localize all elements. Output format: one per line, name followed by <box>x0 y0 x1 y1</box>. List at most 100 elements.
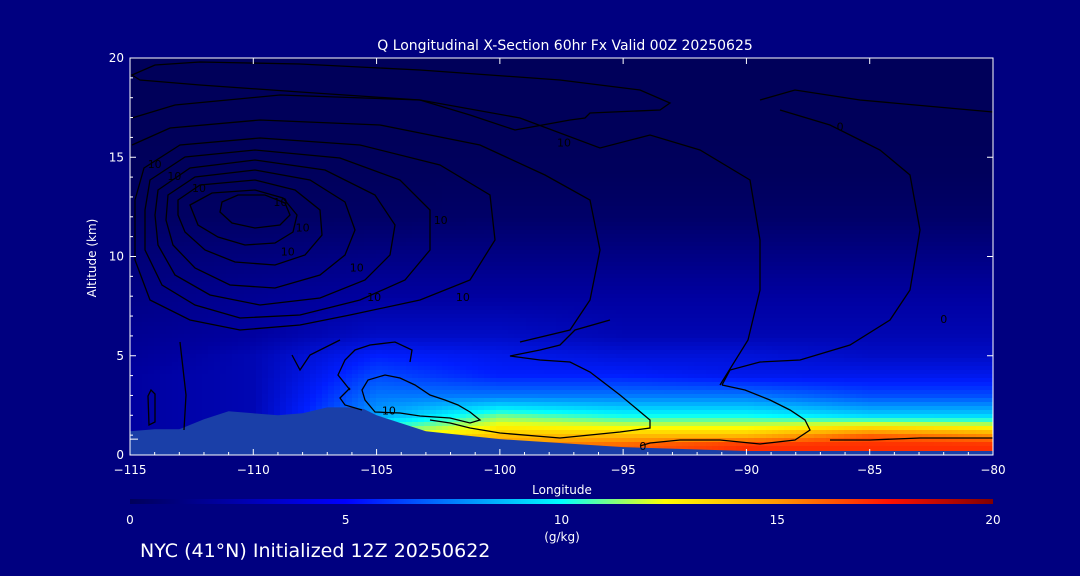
field-cell <box>202 154 209 159</box>
field-cell <box>172 138 179 143</box>
field-cell <box>322 378 329 383</box>
field-cell <box>154 402 161 407</box>
field-cell <box>268 398 275 403</box>
field-cell <box>322 326 329 331</box>
field-cell <box>406 90 413 95</box>
field-cell <box>424 354 431 359</box>
field-cell <box>166 94 173 99</box>
field-cell <box>292 206 299 211</box>
field-cell <box>148 346 155 351</box>
field-cell <box>310 234 317 239</box>
field-cell <box>268 322 275 327</box>
field-cell <box>418 230 425 235</box>
field-cell <box>412 66 419 71</box>
field-cell <box>340 358 347 363</box>
field-cell <box>184 406 191 411</box>
field-cell <box>280 158 287 163</box>
field-cell <box>208 114 215 119</box>
field-cell <box>208 414 215 419</box>
field-cell <box>394 418 401 423</box>
field-cell <box>244 238 251 243</box>
field-cell <box>232 286 239 291</box>
field-cell <box>316 98 323 103</box>
field-cell <box>328 70 335 75</box>
field-cell <box>268 350 275 355</box>
field-cell <box>376 270 383 275</box>
field-cell <box>130 406 137 411</box>
field-cell <box>304 218 311 223</box>
field-cell <box>136 342 143 347</box>
field-cell <box>220 90 227 95</box>
field-cell <box>166 166 173 171</box>
field-cell <box>178 250 185 255</box>
field-cell <box>160 198 167 203</box>
field-cell <box>334 142 341 147</box>
field-cell <box>370 70 377 75</box>
field-cell <box>334 154 341 159</box>
field-cell <box>136 310 143 315</box>
field-cell <box>424 234 431 239</box>
field-cell <box>184 126 191 131</box>
field-cell <box>166 374 173 379</box>
field-cell <box>190 246 197 251</box>
field-cell <box>202 90 209 95</box>
field-cell <box>256 410 263 415</box>
field-cell <box>160 170 167 175</box>
field-cell <box>382 342 389 347</box>
field-cell <box>394 394 401 399</box>
field-cell <box>274 210 281 215</box>
field-cell <box>184 326 191 331</box>
field-cell <box>340 278 347 283</box>
field-cell <box>370 86 377 91</box>
field-cell <box>346 298 353 303</box>
field-cell <box>136 390 143 395</box>
field-cell <box>184 334 191 339</box>
field-cell <box>352 342 359 347</box>
field-cell <box>130 210 137 215</box>
field-cell <box>400 82 407 87</box>
field-cell <box>226 278 233 283</box>
field-cell <box>286 334 293 339</box>
field-cell <box>412 410 419 415</box>
field-cell <box>166 398 173 403</box>
field-cell <box>244 334 251 339</box>
field-cell <box>250 94 257 99</box>
field-cell <box>250 382 257 387</box>
field-cell <box>418 266 425 271</box>
field-cell <box>340 306 347 311</box>
field-cell <box>256 306 263 311</box>
field-cell <box>172 366 179 371</box>
field-cell <box>262 386 269 391</box>
field-cell <box>406 354 413 359</box>
field-cell <box>370 114 377 119</box>
field-cell <box>358 382 365 387</box>
field-cell <box>310 126 317 131</box>
field-cell <box>166 102 173 107</box>
field-cell <box>274 218 281 223</box>
field-cell <box>136 242 143 247</box>
field-cell <box>172 198 179 203</box>
field-cell <box>340 234 347 239</box>
field-cell <box>196 358 203 363</box>
field-cell <box>316 174 323 179</box>
field-cell <box>412 214 419 219</box>
field-cell <box>178 214 185 219</box>
field-cell <box>184 162 191 167</box>
field-cell <box>208 402 215 407</box>
field-cell <box>220 278 227 283</box>
field-cell <box>136 370 143 375</box>
field-cell <box>256 142 263 147</box>
field-cell <box>202 130 209 135</box>
field-cell <box>220 198 227 203</box>
field-cell <box>424 374 431 379</box>
field-cell <box>244 322 251 327</box>
field-cell <box>256 194 263 199</box>
field-cell <box>316 282 323 287</box>
field-cell <box>184 358 191 363</box>
field-cell <box>256 258 263 263</box>
field-cell <box>364 110 371 115</box>
field-cell <box>394 226 401 231</box>
field-cell <box>202 250 209 255</box>
field-cell <box>274 242 281 247</box>
field-cell <box>226 126 233 131</box>
